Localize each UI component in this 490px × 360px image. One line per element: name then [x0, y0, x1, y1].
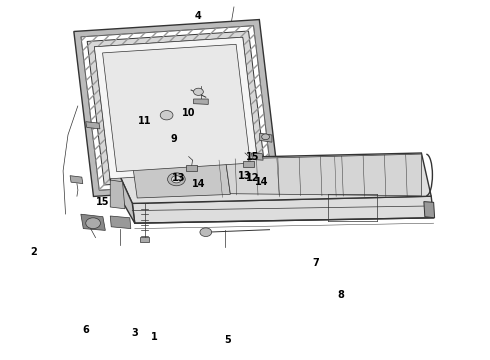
Text: 2: 2	[30, 247, 37, 257]
Polygon shape	[251, 153, 263, 160]
Bar	[140, 237, 149, 242]
Text: 14: 14	[255, 177, 269, 187]
Circle shape	[200, 228, 212, 237]
Polygon shape	[260, 133, 272, 142]
Text: 6: 6	[82, 325, 89, 336]
Text: 13: 13	[172, 173, 186, 183]
Text: 15: 15	[96, 197, 110, 207]
Circle shape	[160, 111, 173, 120]
Polygon shape	[194, 99, 208, 104]
Polygon shape	[70, 176, 83, 184]
Text: 15: 15	[245, 152, 259, 162]
Polygon shape	[186, 165, 197, 171]
Text: 13: 13	[238, 171, 252, 181]
Text: 7: 7	[313, 258, 319, 268]
Text: 5: 5	[224, 335, 231, 345]
Polygon shape	[86, 122, 100, 129]
Polygon shape	[81, 214, 105, 230]
Polygon shape	[110, 180, 125, 209]
Text: 10: 10	[182, 108, 196, 118]
Polygon shape	[132, 159, 230, 198]
Polygon shape	[102, 44, 250, 172]
Polygon shape	[95, 37, 258, 179]
Text: 14: 14	[192, 179, 205, 189]
Text: 3: 3	[131, 328, 138, 338]
Polygon shape	[74, 19, 279, 197]
Circle shape	[194, 88, 203, 95]
Circle shape	[172, 176, 181, 183]
Text: 12: 12	[245, 173, 259, 183]
Polygon shape	[113, 153, 431, 203]
Polygon shape	[102, 44, 250, 172]
Polygon shape	[110, 216, 131, 229]
Text: 9: 9	[171, 134, 177, 144]
Text: 11: 11	[138, 116, 151, 126]
Polygon shape	[81, 26, 272, 190]
Text: 4: 4	[195, 11, 202, 21]
Polygon shape	[424, 202, 435, 218]
Polygon shape	[225, 154, 421, 196]
Circle shape	[168, 173, 185, 186]
Polygon shape	[87, 31, 266, 185]
Text: 1: 1	[151, 332, 158, 342]
Polygon shape	[95, 37, 258, 179]
Polygon shape	[110, 160, 135, 223]
Polygon shape	[132, 196, 434, 223]
Polygon shape	[243, 161, 254, 167]
Circle shape	[262, 134, 270, 140]
Text: 8: 8	[337, 290, 344, 300]
Circle shape	[86, 218, 100, 229]
